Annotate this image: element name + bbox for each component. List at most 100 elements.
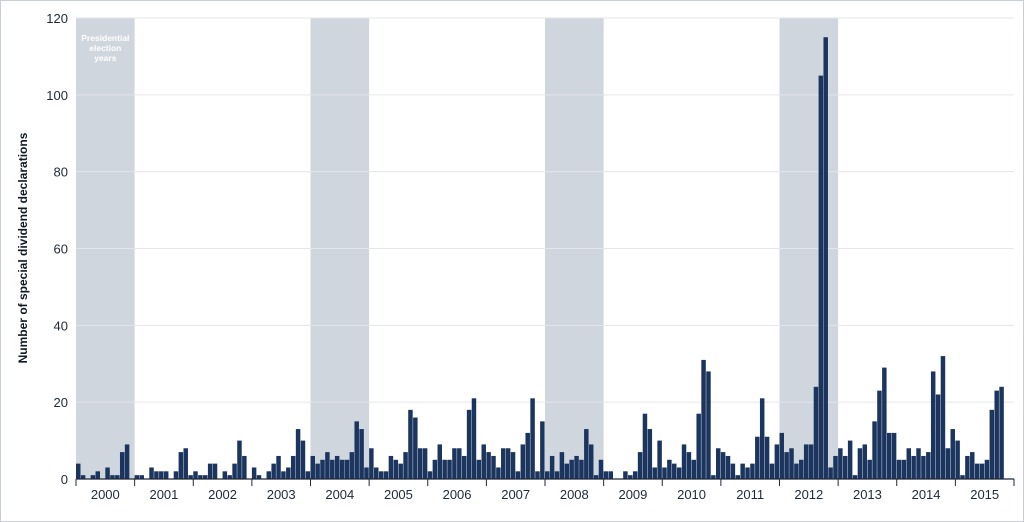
bar bbox=[642, 413, 648, 479]
x-tick-label: 2012 bbox=[794, 487, 823, 502]
bar bbox=[466, 409, 472, 479]
bar bbox=[422, 448, 428, 479]
x-tick-label: 2000 bbox=[91, 487, 120, 502]
bar bbox=[965, 455, 970, 479]
bar bbox=[691, 459, 697, 479]
bar bbox=[232, 463, 237, 479]
bar bbox=[408, 409, 413, 479]
bar bbox=[510, 452, 516, 479]
bar bbox=[720, 452, 726, 479]
bar bbox=[124, 444, 130, 479]
bar bbox=[637, 452, 643, 479]
bar bbox=[564, 463, 570, 479]
x-tick-label: 2015 bbox=[970, 487, 999, 502]
x-tick-label: 2006 bbox=[443, 487, 472, 502]
bar bbox=[950, 429, 955, 479]
bar bbox=[970, 452, 975, 479]
bar bbox=[823, 37, 828, 479]
bar bbox=[945, 448, 951, 479]
bar bbox=[984, 459, 990, 479]
bar bbox=[339, 459, 345, 479]
bar bbox=[471, 398, 477, 479]
bar bbox=[559, 452, 565, 479]
bar bbox=[80, 475, 86, 479]
bar bbox=[833, 455, 838, 479]
bar bbox=[286, 467, 291, 479]
bar-series bbox=[76, 37, 1004, 479]
bar bbox=[764, 436, 770, 479]
bar bbox=[207, 463, 213, 479]
x-tick-label: 2005 bbox=[384, 487, 413, 502]
bar bbox=[242, 455, 247, 479]
bar bbox=[891, 432, 897, 479]
bar bbox=[838, 448, 843, 479]
bar bbox=[667, 459, 672, 479]
bar bbox=[916, 448, 921, 479]
bar bbox=[652, 467, 657, 479]
bar bbox=[672, 463, 677, 479]
bar bbox=[388, 455, 394, 479]
y-tick-label: 80 bbox=[54, 165, 68, 180]
bar bbox=[393, 459, 399, 479]
bar bbox=[203, 475, 208, 479]
bar bbox=[330, 459, 335, 479]
bar bbox=[554, 471, 560, 479]
bar bbox=[476, 459, 482, 479]
bar bbox=[676, 467, 682, 479]
shaded-region-label-line: election bbox=[89, 43, 121, 53]
bar bbox=[378, 471, 384, 479]
bar bbox=[755, 436, 760, 479]
bar bbox=[911, 455, 916, 479]
bar bbox=[789, 448, 794, 479]
bar bbox=[178, 452, 184, 479]
bar bbox=[300, 440, 306, 479]
bar bbox=[960, 475, 965, 479]
y-tick-label: 0 bbox=[61, 472, 68, 487]
bar bbox=[290, 455, 296, 479]
bar bbox=[940, 356, 946, 479]
bar bbox=[251, 467, 257, 479]
bar bbox=[803, 444, 809, 479]
y-axis-title: Number of special dividend declarations bbox=[16, 132, 30, 363]
bar bbox=[588, 444, 594, 479]
bar bbox=[681, 444, 687, 479]
x-tick-label: 2003 bbox=[267, 487, 296, 502]
bar bbox=[530, 398, 535, 479]
bar bbox=[628, 475, 633, 479]
shaded-region-label-line: Presidential bbox=[81, 33, 129, 43]
x-tick-label: 2010 bbox=[677, 487, 706, 502]
bar bbox=[193, 471, 198, 479]
bar bbox=[750, 463, 755, 479]
bar bbox=[896, 459, 902, 479]
bar bbox=[110, 475, 115, 479]
bar bbox=[740, 463, 745, 479]
bar bbox=[383, 471, 389, 479]
shaded-region-label-line: years bbox=[94, 53, 116, 63]
bar bbox=[222, 471, 228, 479]
x-tick-label: 2013 bbox=[853, 487, 882, 502]
bar bbox=[437, 444, 443, 479]
bar bbox=[569, 459, 574, 479]
bar bbox=[877, 390, 882, 479]
bar bbox=[159, 471, 164, 479]
bar bbox=[496, 467, 501, 479]
x-tick-label: 2001 bbox=[149, 487, 178, 502]
bar bbox=[921, 455, 926, 479]
bar bbox=[593, 475, 599, 479]
bar bbox=[442, 459, 447, 479]
bar bbox=[872, 421, 877, 479]
bar bbox=[452, 448, 457, 479]
bar bbox=[603, 471, 609, 479]
bar bbox=[686, 452, 692, 479]
y-tick-label: 100 bbox=[46, 88, 68, 103]
bar bbox=[95, 471, 101, 479]
bar bbox=[105, 467, 110, 479]
bar bbox=[828, 467, 833, 479]
bar bbox=[281, 471, 286, 479]
x-tick-label: 2014 bbox=[912, 487, 941, 502]
bar bbox=[662, 467, 667, 479]
x-tick-label: 2002 bbox=[208, 487, 237, 502]
bar bbox=[608, 471, 613, 479]
bar bbox=[369, 448, 374, 479]
